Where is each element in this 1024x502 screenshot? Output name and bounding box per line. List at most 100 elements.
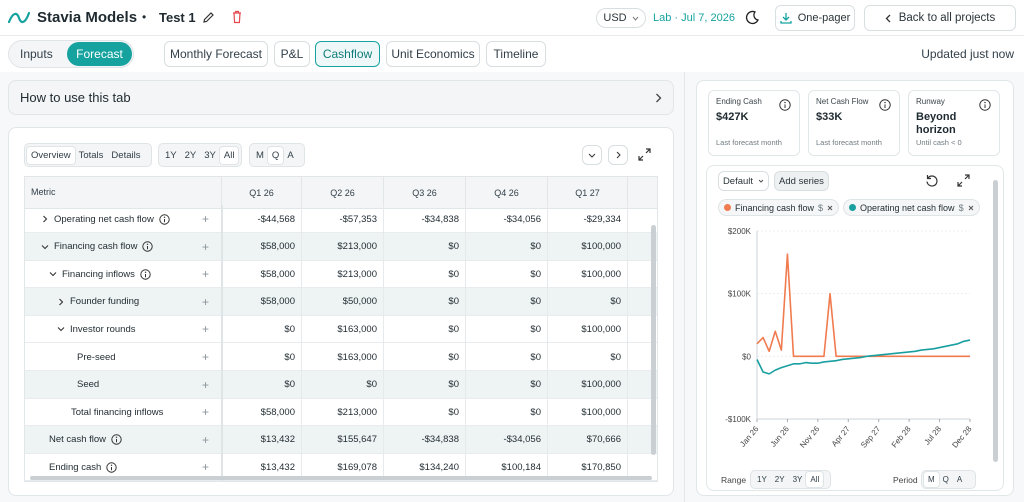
cell: $0	[221, 343, 301, 371]
info-icon[interactable]	[140, 268, 151, 280]
expand-toggle[interactable]	[41, 243, 49, 251]
segment[interactable]: M	[256, 149, 264, 161]
expand-icon[interactable]	[638, 148, 651, 161]
scrollbar[interactable]	[993, 180, 998, 462]
view-tab[interactable]: Unit Economics	[386, 41, 480, 67]
kpi-note: Last forecast month	[716, 138, 782, 147]
table-row: Seed + $0 $0 $0 $0 $100,000	[25, 370, 657, 399]
segment[interactable]: Totals	[78, 149, 104, 161]
remove-icon[interactable]	[827, 205, 833, 211]
segment[interactable]: All	[806, 472, 824, 487]
legend-chip[interactable]: Financing cash flow $	[718, 199, 840, 216]
expand-toggle[interactable]	[41, 215, 49, 223]
segment[interactable]: 3Y	[204, 149, 216, 161]
add-icon[interactable]: +	[202, 460, 210, 475]
add-icon[interactable]: +	[202, 294, 210, 309]
add-icon[interactable]: +	[202, 239, 210, 254]
segment[interactable]: 1Y	[165, 149, 177, 161]
metric-name: Seed	[77, 379, 100, 391]
delete-icon[interactable]	[231, 10, 243, 24]
segment[interactable]: 2Y	[774, 475, 785, 484]
cell: $0	[465, 287, 547, 316]
cell	[627, 315, 657, 344]
period-label: Period	[893, 475, 918, 485]
info-icon[interactable]	[879, 99, 891, 111]
cell: -$34,838	[383, 425, 465, 454]
info-icon[interactable]	[779, 99, 791, 111]
metric-cell: Financing cash flow	[41, 233, 154, 261]
info-icon[interactable]	[979, 99, 991, 111]
edit-icon[interactable]	[202, 11, 215, 24]
kpi-note: Until cash < 0	[916, 138, 962, 147]
cell: $0	[465, 260, 547, 289]
view-tab[interactable]: Timeline	[486, 41, 546, 67]
currency-select[interactable]: USD	[596, 8, 646, 28]
info-icon[interactable]	[106, 462, 117, 473]
cell: $100,000	[547, 398, 627, 427]
mode-tab[interactable]: Inputs	[20, 47, 53, 61]
segment[interactable]: A	[287, 149, 294, 161]
segment[interactable]: Details	[111, 149, 141, 161]
info-icon[interactable]	[159, 213, 170, 225]
segment[interactable]: Overview	[27, 146, 75, 164]
x-tick-label: Jul 28	[922, 424, 943, 447]
segment[interactable]: Q	[267, 146, 284, 164]
remove-icon[interactable]	[968, 205, 974, 211]
add-icon[interactable]: +	[202, 350, 210, 364]
cell: $0	[383, 232, 465, 261]
view-tab[interactable]: Monthly Forecast	[164, 41, 268, 67]
view-tab[interactable]: P&L	[274, 41, 310, 67]
preset: Default	[722, 175, 754, 187]
segment[interactable]: Q	[942, 475, 949, 484]
add-icon[interactable]: +	[202, 267, 210, 282]
one-pager-button[interactable]: One-pager	[775, 5, 855, 31]
add-icon[interactable]: +	[202, 432, 210, 447]
chevron	[656, 93, 662, 102]
expand-toggle[interactable]	[57, 298, 65, 306]
cell: $0	[383, 343, 465, 371]
add-series-button[interactable]: Add series	[774, 171, 829, 191]
metric-name: Operating net cash flow	[54, 213, 154, 225]
expand-icon[interactable]	[957, 174, 970, 187]
h-scrollbar[interactable]	[30, 476, 652, 480]
help-bar[interactable]: How to use this tab	[8, 80, 674, 115]
x-tick-label: Dec 28	[950, 424, 974, 450]
expand-toggle[interactable]	[57, 325, 65, 333]
cell: $0	[547, 343, 627, 371]
metric-cell: Founder funding	[57, 288, 139, 316]
segment[interactable]: M	[924, 472, 939, 487]
add-icon[interactable]: +	[202, 405, 210, 420]
segment[interactable]: A	[956, 475, 963, 484]
legend-swatch	[849, 204, 856, 211]
divider	[221, 260, 223, 289]
segment[interactable]: All	[219, 146, 239, 164]
kpi-card: Ending Cash $427K Last forecast month	[708, 90, 800, 156]
cell: $155,647	[301, 425, 383, 454]
info-icon[interactable]	[111, 434, 122, 445]
back-button[interactable]: Back to all projects	[864, 5, 1016, 31]
collapse-button[interactable]	[582, 145, 602, 165]
add-icon[interactable]: +	[202, 322, 210, 337]
info-icon[interactable]	[142, 241, 154, 252]
legend-chip[interactable]: Operating net cash flow $	[843, 199, 980, 216]
metric-name: Net cash flow	[49, 434, 107, 446]
view-tab-active[interactable]: Cashflow	[315, 41, 380, 67]
expand-toggle[interactable]	[49, 270, 57, 278]
y-tick-label: -$100K	[725, 415, 751, 424]
add-icon[interactable]: +	[202, 377, 210, 392]
download-icon	[780, 13, 792, 24]
reset-icon[interactable]	[925, 174, 938, 187]
segment[interactable]: 2Y	[184, 149, 197, 161]
cell	[627, 205, 657, 233]
kpi-note: Last forecast month	[816, 138, 882, 147]
segment[interactable]: 1Y	[757, 475, 767, 484]
next-button[interactable]	[608, 145, 628, 165]
cell: $50,000	[301, 287, 383, 316]
scrollbar[interactable]	[651, 225, 656, 455]
theme-toggle[interactable]	[745, 10, 760, 25]
mode-tab-active[interactable]: Forecast	[67, 42, 132, 66]
cell: $163,000	[301, 315, 383, 344]
preset-select[interactable]: Default	[718, 171, 769, 191]
segment[interactable]: 3Y	[792, 475, 803, 484]
add-icon[interactable]: +	[202, 212, 210, 226]
